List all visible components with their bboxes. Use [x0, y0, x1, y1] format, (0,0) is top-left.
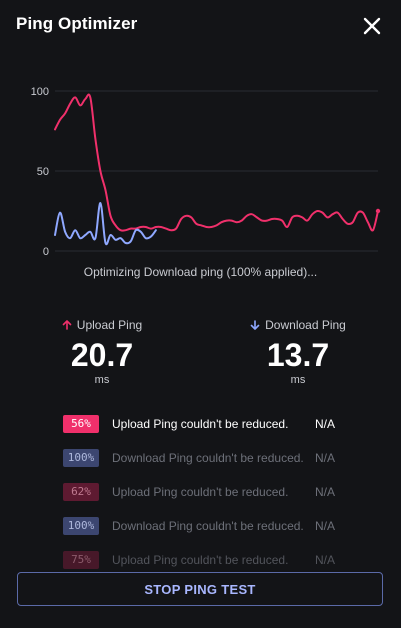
y-tick-label: 100 [31, 86, 49, 98]
log-row-1: 56% Upload Ping couldn't be reduced. N/A [63, 414, 383, 434]
ping-chart: 100 50 0 [31, 86, 381, 258]
log-result: N/A [315, 553, 336, 567]
download-ping-label: Download Ping [265, 318, 346, 332]
upload-ping-value: 20.7 [70, 337, 134, 373]
log-result: N/A [315, 519, 336, 533]
panel-title: Ping Optimizer [16, 14, 138, 33]
log-row-3: 62% Upload Ping couldn't be reduced. N/A [63, 482, 383, 502]
download-ping-line [54, 201, 157, 246]
download-ping-metric: Download Ping 13.7 ms [223, 318, 373, 386]
log-text: Upload Ping couldn't be reduced. [112, 485, 289, 499]
download-ping-label-row: Download Ping [223, 318, 373, 332]
arrow-down-icon [250, 320, 260, 330]
close-icon [363, 17, 381, 35]
upload-ping-unit: ms [94, 374, 110, 386]
log-badge: 62% [63, 483, 99, 501]
y-tick-label: 0 [43, 246, 49, 258]
upload-ping-label-row: Upload Ping [27, 318, 177, 332]
log-result: N/A [315, 451, 336, 465]
log-badge: 100% [63, 449, 99, 467]
log-row-2: 100% Download Ping couldn't be reduced. … [63, 448, 383, 468]
log-badge: 100% [63, 517, 99, 535]
chart-y-ticks: 100 50 0 [31, 86, 49, 258]
close-button[interactable] [360, 14, 384, 38]
log-row-4: 100% Download Ping couldn't be reduced. … [63, 516, 383, 536]
log-badge: 75% [63, 551, 99, 569]
log-text: Download Ping couldn't be reduced. [112, 451, 304, 465]
upload-ping-label: Upload Ping [76, 318, 143, 332]
log-row-5: 75% Upload Ping couldn't be reduced. N/A [63, 550, 383, 570]
log-result: N/A [315, 417, 336, 431]
download-ping-unit: ms [290, 374, 306, 386]
upload-ping-metric: Upload Ping 20.7 ms [27, 318, 177, 386]
optimization-status-text: Optimizing Download ping (100% applied).… [83, 265, 318, 279]
series-endpoint [375, 208, 381, 214]
log-badge: 56% [63, 415, 99, 433]
log-result: N/A [315, 485, 336, 499]
chart-grid [55, 90, 378, 252]
y-tick-label: 50 [37, 166, 49, 178]
log-text: Upload Ping couldn't be reduced. [112, 417, 289, 431]
upload-ping-line [54, 93, 379, 232]
arrow-up-icon [62, 320, 72, 330]
log-text: Upload Ping couldn't be reduced. [112, 553, 289, 567]
log-text: Download Ping couldn't be reduced. [112, 519, 304, 533]
stop-ping-test-button[interactable]: STOP PING TEST [17, 572, 383, 606]
chart-series [54, 93, 381, 246]
download-ping-value: 13.7 [266, 337, 330, 373]
